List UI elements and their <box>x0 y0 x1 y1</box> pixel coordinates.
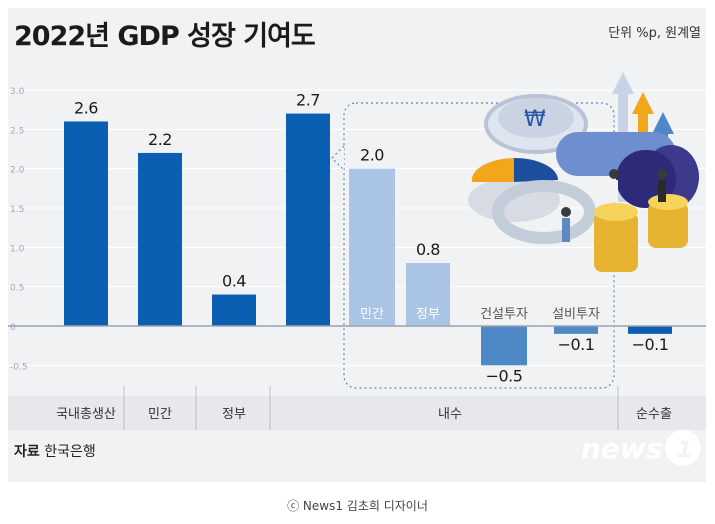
bar <box>349 168 395 326</box>
x-axis-category-label: 내수 <box>438 407 462 422</box>
bar-value-label: 2.2 <box>148 130 172 149</box>
bar <box>138 152 182 326</box>
y-tick-label: 3.0 <box>10 87 25 97</box>
source-value: 한국은행 <box>44 444 96 460</box>
bar-value-label: 2.6 <box>74 98 98 117</box>
bar-value-label: 0.4 <box>222 272 246 291</box>
svg-text:news: news <box>581 432 662 465</box>
svg-text:₩: ₩ <box>524 107 546 132</box>
bar-value-label: −0.5 <box>486 366 523 385</box>
finance-illustration: ₩ <box>468 72 699 272</box>
bar <box>212 294 256 326</box>
y-tick-label: 0.5 <box>10 284 24 294</box>
bar <box>554 326 598 334</box>
x-axis-category-label: 정부 <box>222 407 246 422</box>
y-tick-label: 2.0 <box>10 166 25 176</box>
x-axis-category-label: 국내총생산 <box>56 407 116 422</box>
bar-value-label: 2.7 <box>296 91 320 110</box>
svg-text:1: 1 <box>677 438 692 463</box>
bar <box>64 121 108 326</box>
bracket-pointer <box>331 145 345 171</box>
y-tick-label: 0 <box>10 323 16 333</box>
y-tick-label: 1.5 <box>10 205 24 215</box>
x-axis-category-label: 순수출 <box>636 407 672 422</box>
bar-value-label: 0.8 <box>416 240 440 259</box>
source-note: 자료 한국은행 <box>14 441 96 461</box>
bar <box>406 263 450 326</box>
y-tick-label: 1.0 <box>10 244 25 254</box>
source-label: 자료 <box>14 444 40 460</box>
credit-text: ⓒ News1 김초희 디자이너 <box>287 499 428 513</box>
bar-value-label: −0.1 <box>632 335 669 354</box>
unit-label: 단위 %p, 원계열 <box>608 26 701 41</box>
bar <box>628 326 672 334</box>
y-tick-label: -0.5 <box>10 362 28 372</box>
y-tick-label: 2.5 <box>10 126 24 136</box>
x-axis-category-label: 민간 <box>148 407 172 422</box>
bar-inside-label: 민간 <box>360 307 384 322</box>
chart-title: 2022년 GDP 성장 기여도 <box>14 21 316 52</box>
bar-value-label: 2.0 <box>360 146 384 165</box>
bar-inside-label: 정부 <box>416 307 440 322</box>
bar <box>286 113 330 326</box>
news1-logo: news 1 <box>581 430 701 466</box>
bar-inside-label: 건설투자 <box>480 307 528 322</box>
bar-inside-label: 설비투자 <box>552 307 600 322</box>
bar <box>481 326 527 366</box>
bar-value-label: −0.1 <box>558 335 595 354</box>
